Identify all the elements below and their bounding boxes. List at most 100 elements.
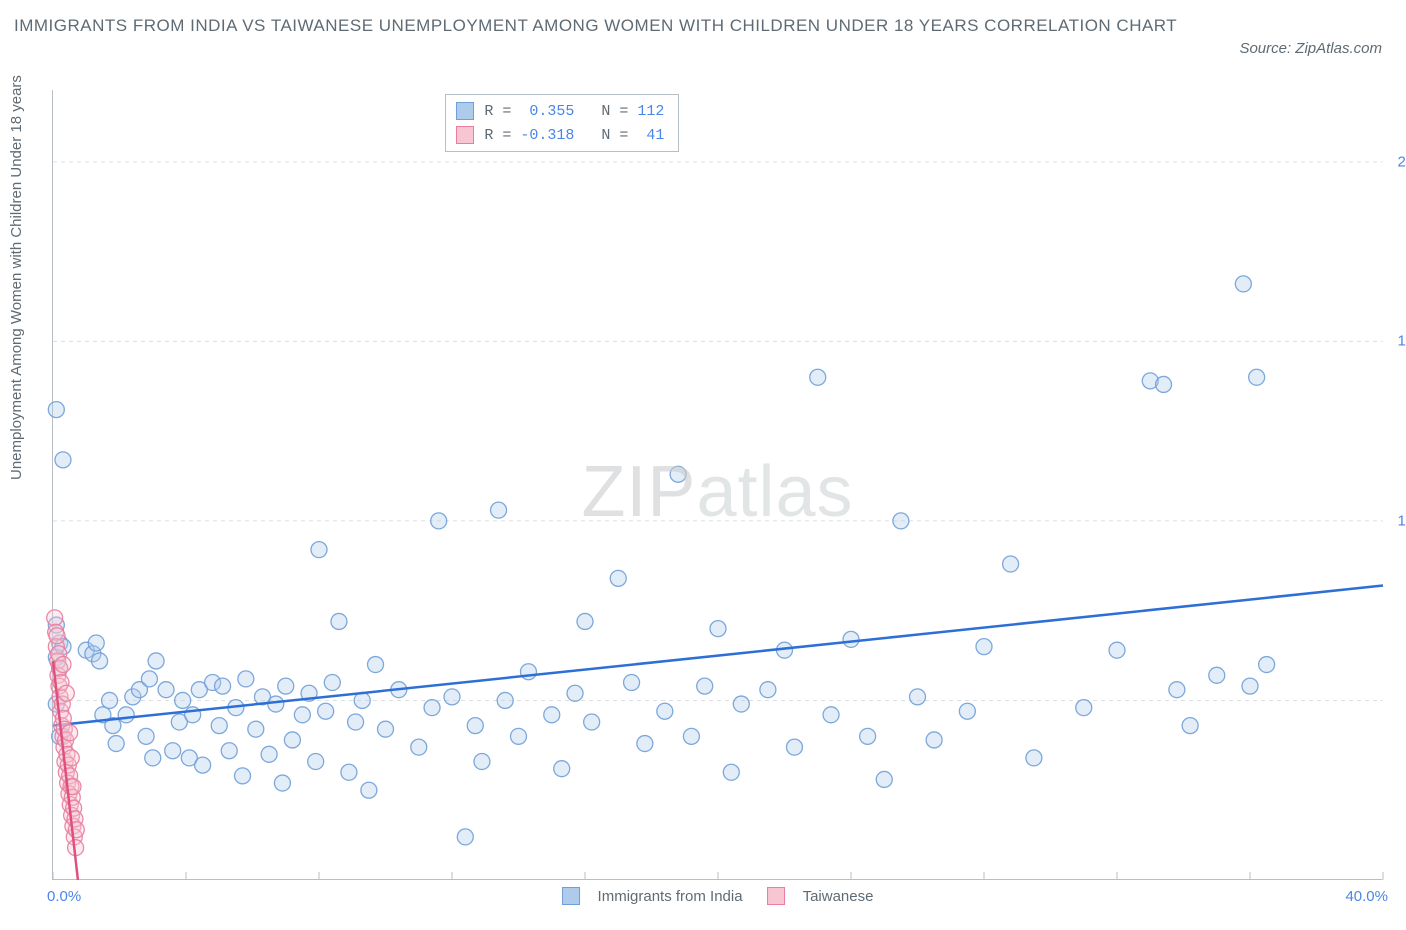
data-point	[361, 782, 377, 798]
data-point	[274, 775, 290, 791]
y-tick-label: 10.0%	[1397, 512, 1406, 529]
data-point	[55, 657, 71, 673]
data-point	[876, 771, 892, 787]
data-point	[860, 728, 876, 744]
data-point	[1026, 750, 1042, 766]
data-point	[431, 513, 447, 529]
data-point	[959, 703, 975, 719]
data-point	[158, 682, 174, 698]
data-point	[195, 757, 211, 773]
data-point	[55, 452, 71, 468]
data-point	[670, 466, 686, 482]
data-point	[1209, 667, 1225, 683]
data-point	[823, 707, 839, 723]
y-axis-label: Unemployment Among Women with Children U…	[8, 75, 25, 480]
legend-swatch-icon	[562, 887, 580, 905]
data-point	[697, 678, 713, 694]
data-point	[215, 678, 231, 694]
data-point	[624, 675, 640, 691]
source-attribution: Source: ZipAtlas.com	[1239, 40, 1382, 57]
data-point	[294, 707, 310, 723]
legend-label: Immigrants from India	[598, 888, 743, 905]
data-point	[723, 764, 739, 780]
data-point	[491, 502, 507, 518]
data-point	[62, 725, 78, 741]
data-point	[910, 689, 926, 705]
data-point	[47, 610, 63, 626]
data-point	[843, 631, 859, 647]
data-point	[1235, 276, 1251, 292]
data-point	[49, 628, 65, 644]
plot-svg	[53, 90, 1382, 879]
data-point	[221, 743, 237, 759]
data-point	[610, 570, 626, 586]
data-point	[268, 696, 284, 712]
legend-swatch-icon	[456, 102, 474, 120]
data-point	[1259, 657, 1275, 673]
data-point	[278, 678, 294, 694]
data-point	[1076, 700, 1092, 716]
y-tick-label: 15.0%	[1397, 333, 1406, 350]
data-point	[324, 675, 340, 691]
data-point	[1156, 376, 1172, 392]
data-point	[733, 696, 749, 712]
legend-item: Immigrants from India	[562, 887, 743, 905]
data-point	[145, 750, 161, 766]
data-point	[331, 613, 347, 629]
y-tick-label: 20.0%	[1397, 153, 1406, 170]
data-point	[657, 703, 673, 719]
data-point	[760, 682, 776, 698]
data-point	[893, 513, 909, 529]
data-point	[474, 754, 490, 770]
data-point	[58, 685, 74, 701]
data-point	[88, 635, 104, 651]
data-point	[1169, 682, 1185, 698]
data-point	[1003, 556, 1019, 572]
data-point	[710, 621, 726, 637]
data-point	[497, 692, 513, 708]
data-point	[318, 703, 334, 719]
data-point	[683, 728, 699, 744]
stats-row: R = 0.355 N = 112	[456, 99, 664, 123]
data-point	[544, 707, 560, 723]
legend-swatch-icon	[456, 126, 474, 144]
correlation-stats-box: R = 0.355 N = 112R = -0.318 N = 41	[445, 94, 679, 152]
data-point	[148, 653, 164, 669]
trend-line	[53, 586, 1383, 726]
data-point	[786, 739, 802, 755]
data-point	[1109, 642, 1125, 658]
data-point	[308, 754, 324, 770]
data-point	[341, 764, 357, 780]
x-axis-max-label: 40.0%	[1345, 888, 1388, 905]
legend-swatch-icon	[767, 887, 785, 905]
data-point	[424, 700, 440, 716]
chart-title: IMMIGRANTS FROM INDIA VS TAIWANESE UNEMP…	[14, 14, 1206, 39]
data-point	[810, 369, 826, 385]
data-point	[92, 653, 108, 669]
data-point	[108, 736, 124, 752]
stats-row: R = -0.318 N = 41	[456, 123, 664, 147]
data-point	[141, 671, 157, 687]
data-point	[165, 743, 181, 759]
data-point	[235, 768, 251, 784]
data-point	[584, 714, 600, 730]
data-point	[444, 689, 460, 705]
data-point	[311, 542, 327, 558]
data-point	[238, 671, 254, 687]
data-point	[511, 728, 527, 744]
data-point	[467, 718, 483, 734]
legend-label: Taiwanese	[803, 888, 874, 905]
data-point	[976, 639, 992, 655]
data-point	[48, 402, 64, 418]
data-point	[567, 685, 583, 701]
legend-item: Taiwanese	[767, 887, 874, 905]
data-point	[1242, 678, 1258, 694]
scatter-plot: ZIPatlas 0.0% 40.0% R = 0.355 N = 112R =…	[52, 90, 1382, 880]
data-point	[378, 721, 394, 737]
data-point	[637, 736, 653, 752]
data-point	[1182, 718, 1198, 734]
data-point	[457, 829, 473, 845]
data-point	[411, 739, 427, 755]
data-point	[577, 613, 593, 629]
data-point	[248, 721, 264, 737]
